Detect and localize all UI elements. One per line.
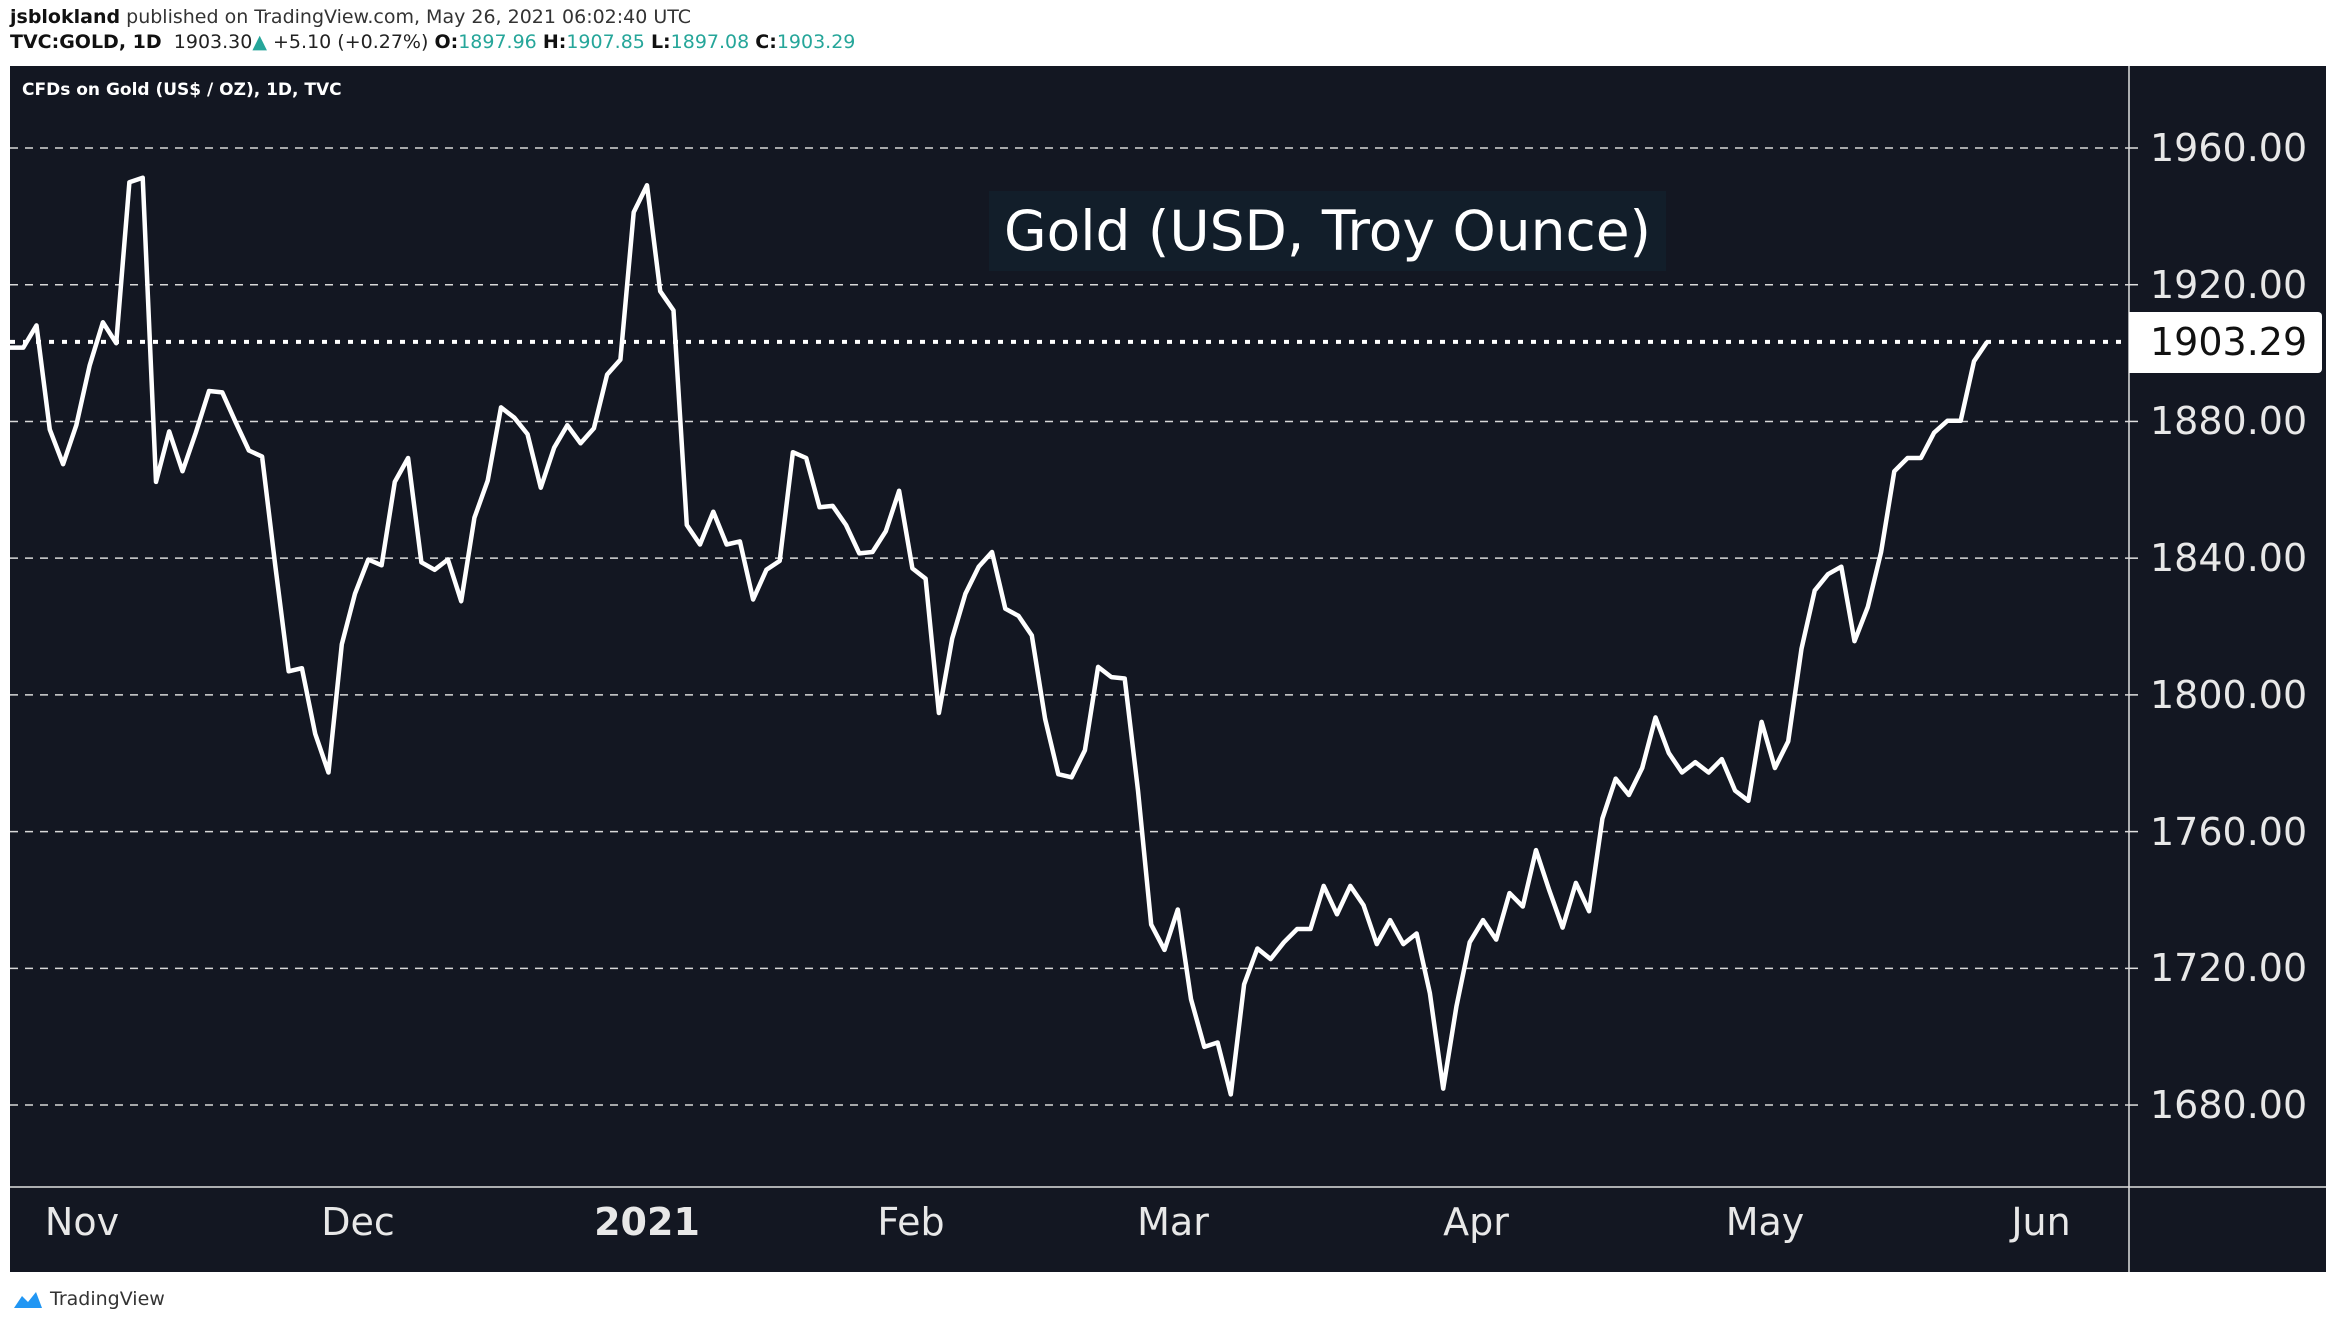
close-value: 1903.29 [776,31,856,53]
x-tick-label: Apr [1443,1200,1509,1244]
x-tick-label: Mar [1137,1200,1209,1244]
price-change: +5.10 (+0.27%) [273,31,429,53]
open-label: O: [434,31,459,53]
x-tick-label: Nov [44,1200,120,1244]
last-price: 1903.30 [173,31,253,53]
tradingview-cloud-icon [14,1292,42,1308]
y-tick-label: 1960.00 [2150,126,2308,170]
close-label: C: [755,31,777,53]
y-tick-label: 1680.00 [2150,1083,2308,1128]
publish-info: jsblokland published on TradingView.com,… [10,6,691,28]
chart-title: Gold (USD, Troy Ounce) [989,191,1666,271]
tradingview-footer[interactable]: TradingView [10,1288,165,1310]
open-value: 1897.96 [458,31,537,53]
x-tick-label: Feb [877,1200,945,1244]
y-tick-label: 1720.00 [2150,946,2308,991]
y-tick-label: 1800.00 [2150,672,2308,717]
author-name[interactable]: jsblokland [10,6,121,28]
y-tick-label: 1920.00 [2150,262,2308,307]
low-value: 1897.08 [670,31,750,53]
low-label: L: [650,31,671,53]
triangle-up-icon: ▲ [252,31,267,53]
symbol-label: TVC:GOLD, 1D [10,31,162,53]
y-tick-label: 1840.00 [2150,536,2308,581]
published-text: published on TradingView.com, May 26, 20… [126,6,692,28]
x-tick-label: 2021 [594,1200,700,1244]
brand-name: TradingView [50,1288,165,1310]
y-tick-label: 1880.00 [2150,399,2308,444]
last-price-label: 1903.29 [2129,312,2322,373]
high-label: H: [542,31,567,53]
y-tick-label: 1760.00 [2150,809,2308,854]
chart-subtitle: CFDs on Gold (US$ / OZ), 1D, TVC [22,80,342,100]
symbol-info: TVC:GOLD, 1D 1903.30▲ +5.10 (+0.27%) O:1… [10,31,855,53]
x-tick-label: Jun [2011,1200,2071,1244]
x-tick-label: May [1725,1200,1805,1244]
x-tick-label: Dec [321,1200,395,1244]
high-value: 1907.85 [566,31,645,53]
price-line [10,175,1990,1097]
